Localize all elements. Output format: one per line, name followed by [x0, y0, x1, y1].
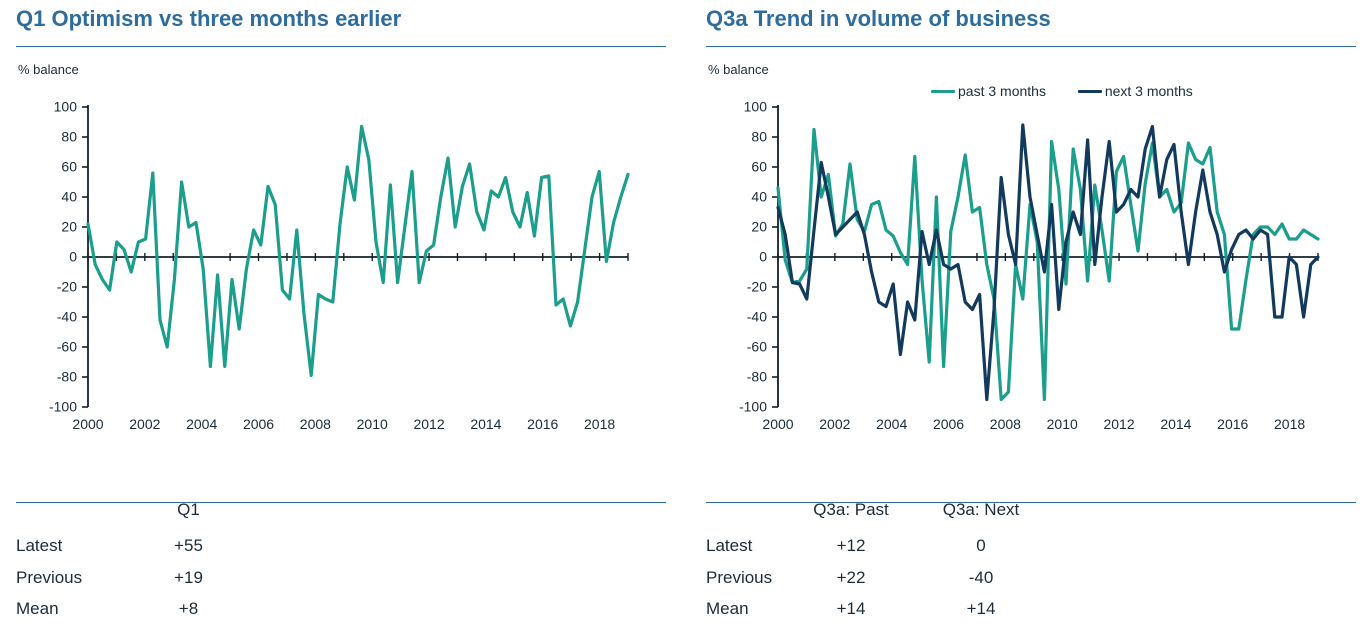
svg-text:0: 0 [69, 249, 77, 265]
svg-text:100: 100 [54, 99, 78, 115]
svg-text:-100: -100 [739, 399, 767, 415]
svg-text:2012: 2012 [413, 416, 444, 430]
svg-text:2014: 2014 [470, 416, 501, 430]
svg-text:2002: 2002 [819, 416, 850, 430]
svg-text:-80: -80 [747, 369, 767, 385]
svg-text:2010: 2010 [1047, 416, 1078, 430]
svg-text:40: 40 [61, 189, 77, 205]
svg-text:2014: 2014 [1160, 416, 1191, 430]
svg-text:-60: -60 [57, 339, 77, 355]
svg-text:2008: 2008 [300, 416, 331, 430]
svg-text:2008: 2008 [990, 416, 1021, 430]
svg-text:2006: 2006 [933, 416, 964, 430]
svg-text:80: 80 [61, 129, 77, 145]
svg-text:60: 60 [751, 159, 767, 175]
svg-text:20: 20 [751, 219, 767, 235]
svg-text:2006: 2006 [243, 416, 274, 430]
svg-text:-100: -100 [49, 399, 77, 415]
svg-text:-80: -80 [57, 369, 77, 385]
svg-text:2018: 2018 [584, 416, 615, 430]
svg-text:-20: -20 [747, 279, 767, 295]
svg-text:2004: 2004 [876, 416, 907, 430]
svg-text:80: 80 [751, 129, 767, 145]
svg-text:2000: 2000 [762, 416, 793, 430]
svg-text:-40: -40 [747, 309, 767, 325]
svg-text:-20: -20 [57, 279, 77, 295]
svg-text:2004: 2004 [186, 416, 217, 430]
svg-text:0: 0 [759, 249, 767, 265]
svg-text:-60: -60 [747, 339, 767, 355]
svg-text:2012: 2012 [1103, 416, 1134, 430]
svg-text:20: 20 [61, 219, 77, 235]
svg-text:2018: 2018 [1274, 416, 1305, 430]
svg-text:100: 100 [744, 99, 768, 115]
svg-text:40: 40 [751, 189, 767, 205]
svg-text:-40: -40 [57, 309, 77, 325]
svg-text:2016: 2016 [1217, 416, 1248, 430]
svg-text:60: 60 [61, 159, 77, 175]
svg-text:2010: 2010 [357, 416, 388, 430]
svg-text:2002: 2002 [129, 416, 160, 430]
svg-text:2016: 2016 [527, 416, 558, 430]
svg-text:2000: 2000 [72, 416, 103, 430]
